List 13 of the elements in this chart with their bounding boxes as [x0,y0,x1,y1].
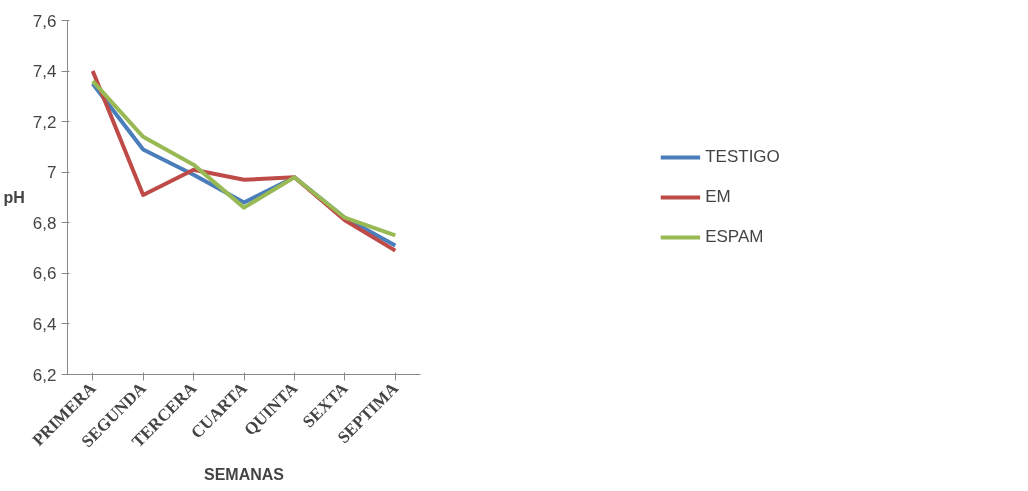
y-tick-label: 7,2 [32,112,57,132]
y-axis-title: pH [3,189,25,206]
legend-label: EM [705,187,731,207]
y-tick-label: 6,2 [32,365,57,385]
y-tick-label: 6,4 [32,314,57,334]
y-tick-label: 7 [47,163,57,183]
legend-label: ESPAM [705,227,764,247]
y-tick-label: 7,6 [32,11,57,31]
y-tick-label: 6,8 [32,213,57,233]
x-axis-title: SEMANAS [204,465,285,483]
legend-label: TESTIGO [705,147,780,167]
y-tick-label: 7,4 [32,62,57,82]
y-tick-label: 6,6 [32,264,57,284]
